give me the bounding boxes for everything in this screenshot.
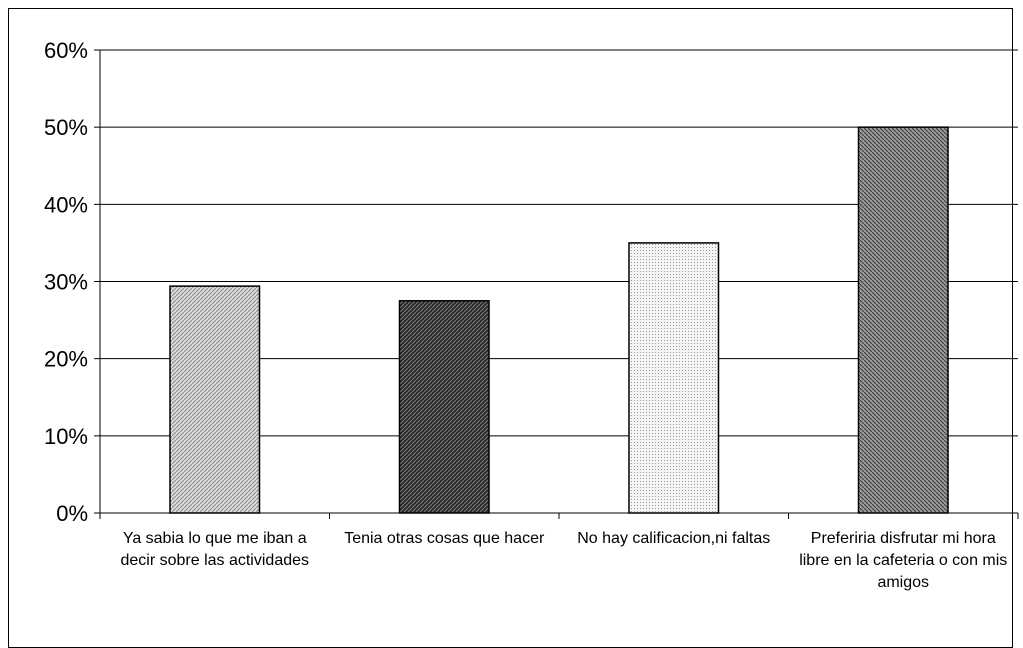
y-tick-label: 50% [44,115,88,140]
y-tick-label: 40% [44,192,88,217]
x-category-label: Preferiria disfrutar mi hora libre en la… [799,530,1008,591]
bar [628,242,720,514]
x-category-label: Ya sabia lo que me iban a decir sobre la… [120,530,310,569]
bar [857,126,949,514]
y-tick-label: 20% [44,347,88,372]
bar [398,300,490,514]
y-tick-label: 0% [56,501,88,526]
y-tick-labels: 0% 10% 20% 30% 40% 50% 60% [44,38,100,526]
x-category-label: No hay calificacion,ni faltas [577,530,771,547]
bars [169,126,949,514]
bar-chart: 0% 10% 20% 30% 40% 50% 60% [44,38,1019,526]
y-tick-label: 30% [44,270,88,295]
y-tick-label: 10% [44,424,88,449]
bar [169,285,261,514]
y-tick-label: 60% [44,38,88,63]
x-category-label: Tenia otras cosas que hacer [344,530,545,547]
